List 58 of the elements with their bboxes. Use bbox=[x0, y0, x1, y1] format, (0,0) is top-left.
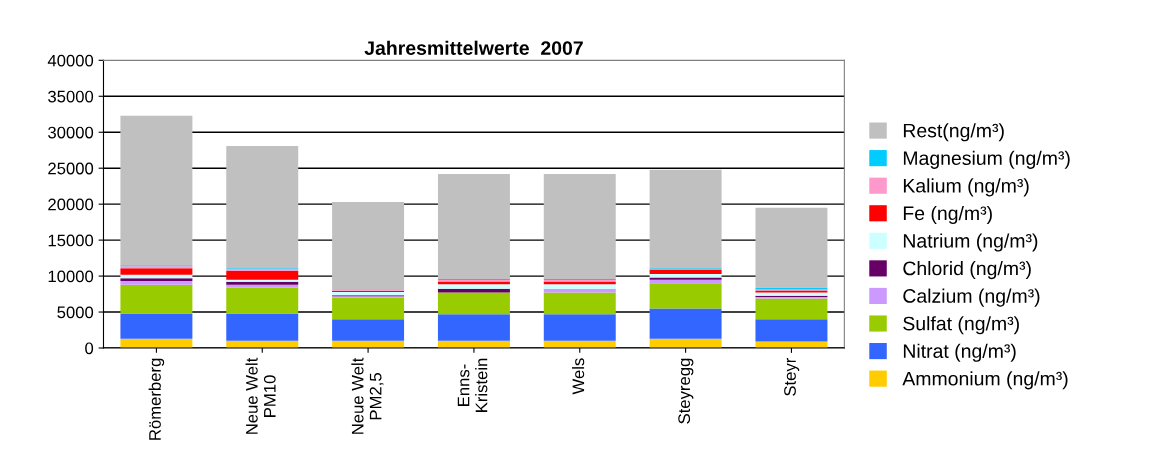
bar bbox=[332, 291, 405, 296]
bar bbox=[226, 271, 299, 280]
bar bbox=[332, 319, 405, 341]
bar bbox=[437, 284, 510, 289]
x-tick-label: Neue Welt PM2,5 bbox=[351, 357, 384, 434]
x-tick-label: Römerberg bbox=[148, 358, 165, 440]
bar bbox=[543, 314, 616, 341]
bar bbox=[543, 284, 616, 289]
bar bbox=[437, 288, 510, 293]
bar bbox=[120, 268, 193, 275]
legend-label: Natrium (ng/m³) bbox=[903, 233, 1038, 252]
y-tick-label: 20000 bbox=[48, 198, 94, 211]
bar bbox=[226, 287, 299, 314]
bar bbox=[226, 145, 299, 269]
bar bbox=[120, 284, 193, 314]
legend-label: Chlorid (ng/m³) bbox=[903, 261, 1031, 280]
x-tick-label: Steyr bbox=[784, 358, 800, 396]
bar bbox=[755, 207, 828, 288]
x-tick-label: Steyregg bbox=[678, 358, 694, 424]
y-tick-label: 30000 bbox=[48, 126, 94, 139]
bar bbox=[120, 313, 193, 339]
legend-label: Magnesium (ng/m³) bbox=[903, 150, 1070, 169]
bar bbox=[649, 273, 722, 278]
bar bbox=[649, 283, 722, 309]
x-tick-label: Neue Welt PM10 bbox=[245, 357, 276, 434]
bar bbox=[649, 269, 722, 274]
y-tick-label: 15000 bbox=[48, 234, 94, 247]
x-tick-label: Wels bbox=[572, 358, 585, 395]
bar bbox=[649, 277, 722, 280]
bar bbox=[649, 308, 722, 339]
bar bbox=[543, 173, 616, 279]
legend-label: Rest(ng/m³) bbox=[903, 123, 1004, 142]
legend-label: Ammonium (ng/m³) bbox=[902, 371, 1068, 390]
legend-label: Sulfat (ng/m³) bbox=[903, 316, 1019, 335]
bar bbox=[543, 292, 616, 315]
bar bbox=[437, 292, 510, 315]
bar bbox=[543, 288, 616, 293]
bar bbox=[332, 297, 405, 320]
legend-label: Kalium (ng/m³) bbox=[903, 178, 1029, 197]
x-tick-label: Enns- Kristein bbox=[457, 358, 488, 412]
legend-label: Fe (ng/m³) bbox=[903, 205, 992, 224]
bar bbox=[755, 319, 828, 342]
y-tick-label: 5000 bbox=[57, 306, 94, 319]
bar bbox=[437, 173, 510, 279]
bar bbox=[437, 314, 510, 341]
bar bbox=[649, 169, 722, 269]
y-tick-label: 25000 bbox=[48, 162, 94, 175]
y-tick-label: 40000 bbox=[47, 54, 94, 67]
chart-title: Jahresmittelwerte 2007 bbox=[364, 40, 583, 55]
bar bbox=[226, 313, 299, 341]
bar bbox=[332, 202, 405, 290]
bar bbox=[120, 115, 193, 266]
y-tick-label: 10000 bbox=[48, 270, 94, 283]
bar bbox=[755, 298, 828, 320]
y-tick-label: 35000 bbox=[48, 90, 94, 103]
legend-label: Nitrat (ng/m³) bbox=[903, 343, 1016, 362]
y-tick-label: 0 bbox=[85, 342, 94, 355]
legend-label: Calzium (ng/m³) bbox=[903, 288, 1040, 307]
